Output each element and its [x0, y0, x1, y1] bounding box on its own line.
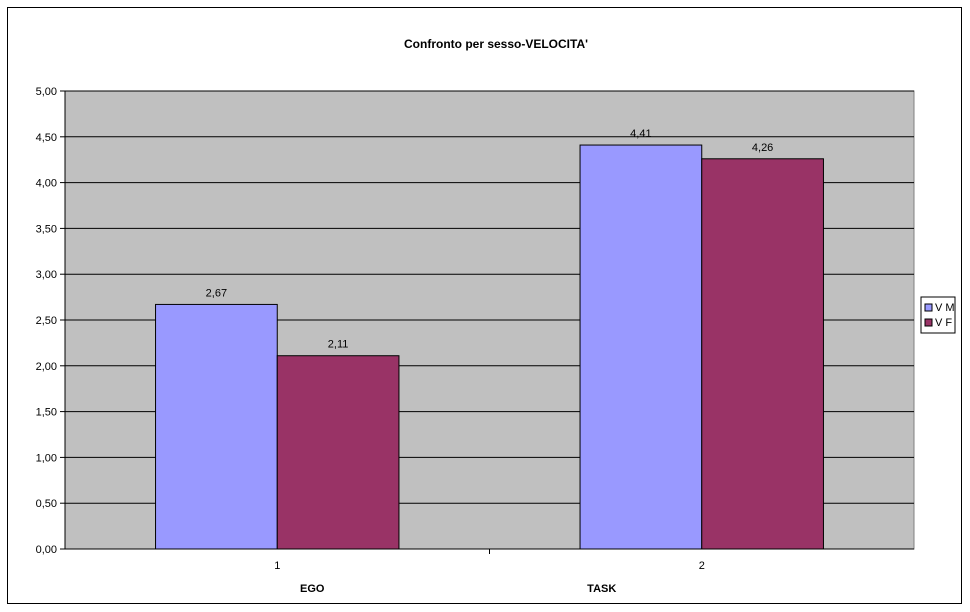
- x-tick-label: 1: [274, 560, 280, 572]
- chart-title: Confronto per sesso-VELOCITA': [404, 37, 588, 51]
- legend-swatch: [924, 303, 933, 312]
- y-tick-label: 0,00: [36, 544, 57, 556]
- data-label: 4,41: [630, 128, 651, 140]
- y-tick-label: 4,00: [36, 178, 57, 190]
- legend-box: [920, 296, 956, 334]
- category-group-label: EGO: [300, 583, 325, 595]
- chart-frame: Confronto per sesso-VELOCITA' 0,00 0,50 1,…: [7, 7, 962, 604]
- y-tick-label: 1,50: [36, 407, 57, 419]
- legend-swatch: [924, 318, 933, 327]
- plot-area: 0,00 0,50 1,00 1,50 2,00 2,50 3,00 3,50 4,00 4,50…: [36, 86, 915, 595]
- legend: V M V F: [920, 296, 956, 334]
- data-label: 2,11: [328, 339, 349, 351]
- bar: [276, 355, 400, 550]
- data-label: 2,67: [206, 287, 227, 299]
- x-tick-label: 2: [699, 560, 705, 572]
- bar-chart: Confronto per sesso-VELOCITA' 0,00 0,50 1,…: [36, 37, 956, 595]
- data-label: 4,26: [752, 142, 773, 154]
- y-tick-label: 0,50: [36, 498, 57, 510]
- y-tick-label: 4,50: [36, 132, 57, 144]
- bar: [579, 144, 703, 550]
- y-tick-label: 5,00: [36, 86, 57, 98]
- legend-label: V M: [935, 302, 955, 314]
- y-tick-label: 2,00: [36, 361, 57, 373]
- y-tick-label: 1,00: [36, 452, 57, 464]
- category-group-label: TASK: [587, 583, 616, 595]
- y-tick-label: 2,50: [36, 315, 57, 327]
- bar: [155, 303, 278, 550]
- y-tick-label: 3,50: [36, 223, 57, 235]
- legend-label: V F: [935, 317, 952, 329]
- y-tick-label: 3,00: [36, 269, 57, 281]
- bar: [701, 158, 824, 550]
